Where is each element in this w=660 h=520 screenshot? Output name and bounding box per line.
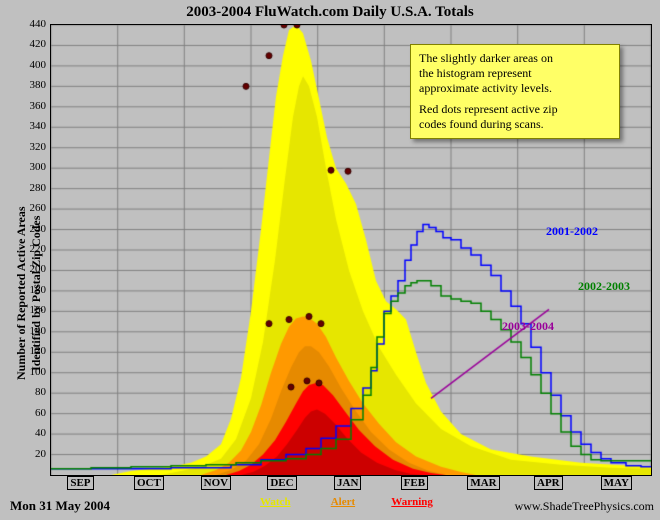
info-line5: codes found during scans. — [419, 117, 611, 132]
info-line3: approximate activity levels. — [419, 81, 611, 96]
info-line4: Red dots represent active zip — [419, 102, 611, 117]
legend-watch: Watch — [260, 496, 291, 508]
chart-title: 2003-2004 FluWatch.com Daily U.S.A. Tota… — [0, 4, 660, 21]
series-label-2003-2004: 2003-2004 — [502, 319, 554, 334]
series-label-2001-2002: 2001-2002 — [546, 224, 598, 239]
legend-alert: Alert — [331, 496, 355, 508]
info-line2: the histogram represent — [419, 66, 611, 81]
info-box: The slightly darker areas on the histogr… — [410, 44, 620, 139]
info-line1: The slightly darker areas on — [419, 51, 611, 66]
legend-warning: Warning — [391, 496, 433, 508]
source-url: www.ShadeTreePhysics.com — [515, 499, 654, 514]
series-label-2002-2003: 2002-2003 — [578, 279, 630, 294]
date-stamp: Mon 31 May 2004 — [10, 498, 110, 514]
